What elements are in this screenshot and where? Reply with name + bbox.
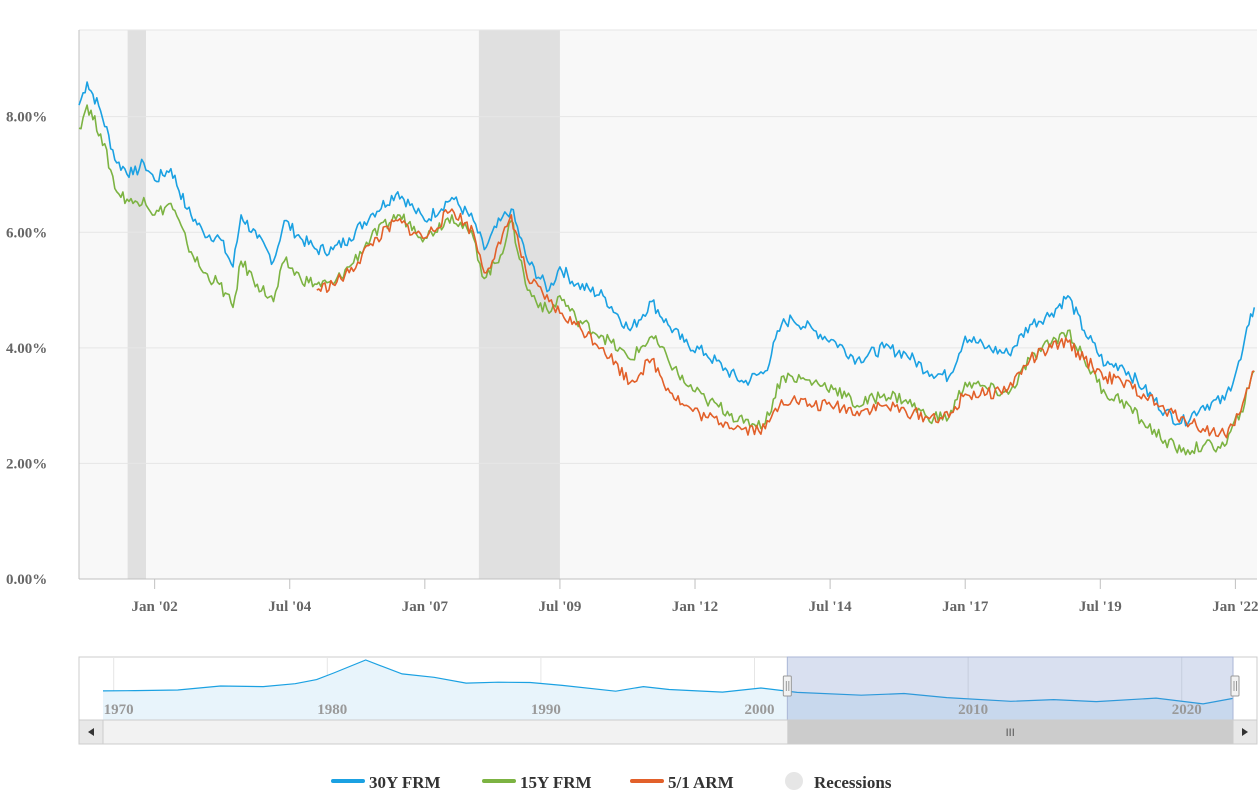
series-lines	[78, 81, 1256, 456]
recession-bands	[127, 30, 560, 579]
navigator[interactable]: 1970 1980 1990 2000 2010 2020 III	[78, 656, 1258, 745]
x-tick-label: Jul '04	[268, 599, 311, 615]
legend-item-30y-frm[interactable]: 30Y FRM	[331, 773, 441, 792]
navigator-label: 1990	[531, 702, 561, 718]
main-plot: 0.00% 2.00% 4.00% 6.00% 8.00% Jan '02 Jul '04…	[6, 29, 1259, 615]
scroll-left-button[interactable]	[78, 719, 104, 745]
legend-label: 30Y FRM	[369, 773, 441, 792]
legend-label: 5/1 ARM	[668, 773, 734, 792]
x-tick-label: Jan '07	[402, 599, 449, 615]
navigator-area	[103, 660, 1233, 720]
legend-item-5-1-arm[interactable]: 5/1 ARM	[630, 773, 734, 792]
navigator-selected-range[interactable]	[786, 656, 1234, 721]
x-tick-label: Jul '19	[1079, 599, 1122, 615]
arrow-left-icon	[88, 728, 94, 736]
navigator-label: 2000	[745, 702, 775, 718]
y-tick-label: 6.00%	[6, 225, 47, 241]
navigator-handle-right[interactable]	[1230, 675, 1240, 697]
y-tick-label: 2.00%	[6, 456, 47, 472]
legend-label: Recessions	[814, 773, 892, 792]
legend-label: 15Y FRM	[520, 773, 592, 792]
legend-item-recessions[interactable]: Recessions	[785, 772, 892, 792]
legend-item-15y-frm[interactable]: 15Y FRM	[482, 773, 592, 792]
navigator-labels: 1970 1980 1990 2000 2010 2020	[104, 702, 1202, 718]
scrollbar-grip[interactable]: III	[1006, 727, 1015, 739]
series-line-5-1-arm	[316, 208, 1255, 439]
scrollbar-thumb[interactable]	[787, 720, 1233, 744]
plot-background	[79, 30, 1257, 579]
scroll-right-button[interactable]	[1232, 719, 1258, 745]
series-line-30y-frm	[78, 81, 1256, 427]
recession-band	[127, 30, 147, 579]
navigator-label: 2010	[958, 702, 988, 718]
y-tick-label: 0.00%	[6, 572, 47, 588]
y-tick-label: 8.00%	[6, 110, 47, 126]
x-tick-label: Jan '12	[672, 599, 718, 615]
x-tick-label: Jul '09	[538, 599, 581, 615]
grid-lines	[79, 29, 1257, 464]
navigator-label: 1980	[317, 702, 347, 718]
x-tick-label: Jul '14	[809, 599, 852, 615]
navigator-series	[102, 659, 1234, 720]
series-line-15y-frm	[78, 104, 1255, 456]
y-tick-label: 4.00%	[6, 341, 47, 357]
x-axis: Jan '02 Jul '04 Jan '07 Jul '09 Jan '12 Jul '…	[132, 579, 1259, 615]
legend: 30Y FRM 15Y FRM 5/1 ARM Recessions	[331, 772, 892, 792]
x-tick-label: Jan '02	[132, 599, 178, 615]
navigator-label: 1970	[104, 702, 134, 718]
y-axis: 0.00% 2.00% 4.00% 6.00% 8.00%	[6, 110, 47, 588]
recession-band	[478, 30, 560, 579]
navigator-handle-left[interactable]	[782, 675, 792, 697]
x-tick-label: Jan '22	[1212, 599, 1258, 615]
navigator-line	[102, 659, 1234, 705]
x-tick-label: Jan '17	[942, 599, 989, 615]
arrow-right-icon	[1242, 728, 1248, 736]
navigator-label: 2020	[1172, 702, 1202, 718]
legend-circle-icon	[785, 772, 803, 790]
